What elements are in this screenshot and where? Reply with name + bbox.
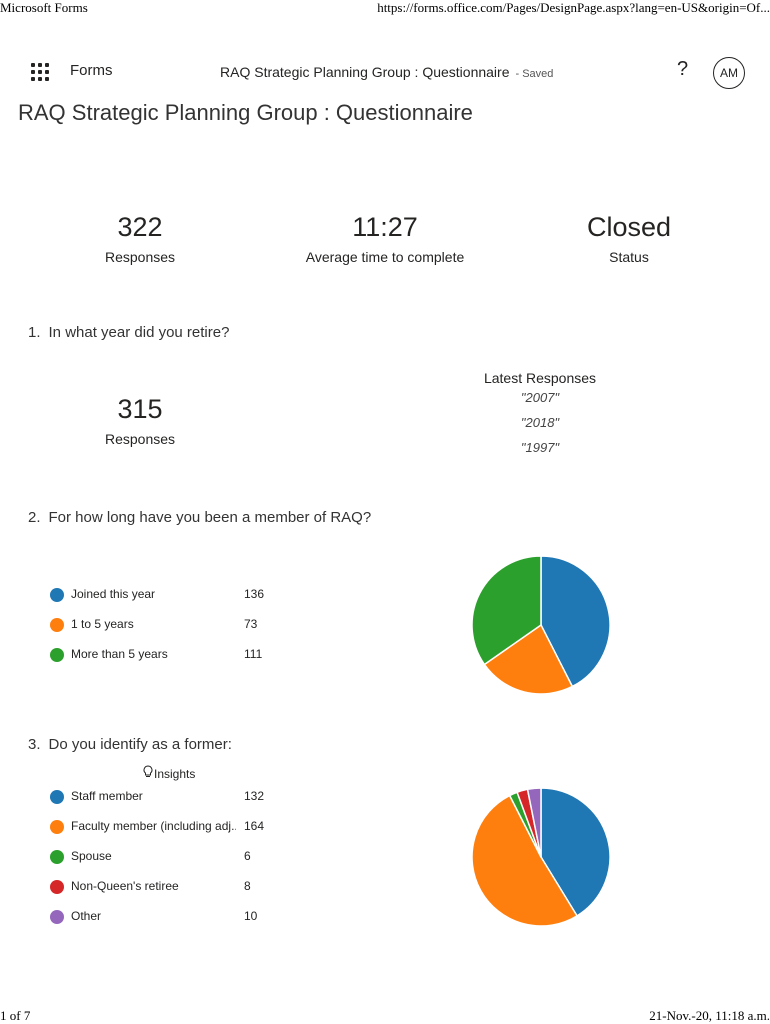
legend-item: More than 5 years 111 <box>50 645 280 665</box>
legend-count: 164 <box>244 819 265 833</box>
question-number: 2. <box>28 509 41 526</box>
document-title-text: RAQ Strategic Planning Group : Questionn… <box>220 64 510 80</box>
legend-item: 1 to 5 years 73 <box>50 615 280 635</box>
legend-item: Joined this year 136 <box>50 585 280 605</box>
pie-slice <box>471 555 542 666</box>
legend-color-dot <box>50 880 64 894</box>
print-footer-left: 1 of 7 <box>0 1008 31 1023</box>
saved-status: - Saved <box>515 68 554 80</box>
latest-responses: Latest Responses "2007" "2018" "1997" <box>440 370 640 455</box>
lightbulb-icon <box>142 765 154 781</box>
pie-slice <box>471 794 579 927</box>
legend-count: 8 <box>244 879 251 893</box>
legend-color-dot <box>50 618 64 632</box>
pie-slice <box>483 623 574 695</box>
stat-label: Responses <box>104 249 176 265</box>
latest-responses-header: Latest Responses <box>483 370 597 386</box>
legend-count: 132 <box>244 789 265 803</box>
stat-label: Average time to complete <box>305 249 465 265</box>
stat-value: Closed <box>586 212 672 242</box>
question-number: 1. <box>28 324 41 341</box>
latest-response: "1997" <box>520 440 560 455</box>
legend-color-dot <box>50 850 64 864</box>
question-2-title: 2. For how long have you been a member of… <box>28 509 371 526</box>
legend-count: 136 <box>244 587 265 601</box>
question-text: Do you identify as a former: <box>48 736 232 753</box>
legend-label: Non-Queen's retiree <box>71 879 179 893</box>
stat-label: Status <box>609 249 649 265</box>
legend-color-dot <box>50 588 64 602</box>
stat-average-time: 11:27 Average time to complete <box>275 212 495 265</box>
legend-label: Joined this year <box>71 587 156 601</box>
help-icon[interactable]: ? <box>677 58 689 80</box>
q1-responses-label: Responses <box>104 431 176 447</box>
legend-label: Spouse <box>71 849 112 863</box>
legend-color-dot <box>50 648 64 662</box>
insights-button[interactable]: Insights <box>142 765 195 781</box>
q1-responses-value: 315 <box>117 394 163 424</box>
legend-count: 111 <box>244 647 263 661</box>
legend-label: Staff member <box>71 789 143 803</box>
question-text: In what year did you retire? <box>48 324 230 341</box>
legend-label: More than 5 years <box>71 647 168 661</box>
legend-item: Faculty member (including adj... 164 <box>50 817 280 837</box>
latest-response: "2007" <box>520 390 560 405</box>
question-number: 3. <box>28 736 41 753</box>
legend-item: Staff member 132 <box>50 787 280 807</box>
q1-responses: 315 Responses <box>30 394 250 447</box>
legend-label: Faculty member (including adj... <box>71 819 236 833</box>
stat-status: Closed Status <box>519 212 739 265</box>
pie-slice <box>526 787 542 858</box>
legend-item: Non-Queen's retiree 8 <box>50 877 280 897</box>
stat-value: 11:27 <box>352 212 418 242</box>
question-text: For how long have you been a member of R… <box>48 509 372 526</box>
page-title: RAQ Strategic Planning Group : Questionn… <box>18 100 473 125</box>
insights-label: Insights <box>154 767 196 781</box>
legend-color-dot <box>50 790 64 804</box>
app-launcher-icon[interactable] <box>31 63 49 81</box>
legend-item: Spouse 6 <box>50 847 280 867</box>
question-1-title: 1. In what year did you retire? <box>28 324 229 341</box>
legend-count: 6 <box>244 849 251 863</box>
legend-color-dot <box>50 910 64 924</box>
legend-count: 73 <box>244 617 258 631</box>
legend-count: 10 <box>244 909 258 923</box>
q3-pie-chart <box>471 787 611 927</box>
legend-label: 1 to 5 years <box>71 617 134 631</box>
latest-response: "2018" <box>520 415 560 430</box>
legend-label: Other <box>71 909 102 923</box>
stat-responses: 322 Responses <box>30 212 250 265</box>
question-3-title: 3. Do you identify as a former: <box>28 736 232 753</box>
pie-slice <box>540 555 611 688</box>
print-header-left: Microsoft Forms <box>0 0 88 15</box>
legend-color-dot <box>50 820 64 834</box>
avatar[interactable]: AM <box>713 57 745 89</box>
document-title: RAQ Strategic Planning Group : Questionn… <box>220 64 553 80</box>
legend-item: Other 10 <box>50 907 280 927</box>
print-footer-right: 21-Nov.-20, 11:18 a.m. <box>649 1008 770 1023</box>
q2-pie-chart <box>471 555 611 695</box>
print-header-right: https://forms.office.com/Pages/DesignPag… <box>377 0 770 15</box>
stat-value: 322 <box>117 212 163 242</box>
app-name[interactable]: Forms <box>70 62 113 79</box>
